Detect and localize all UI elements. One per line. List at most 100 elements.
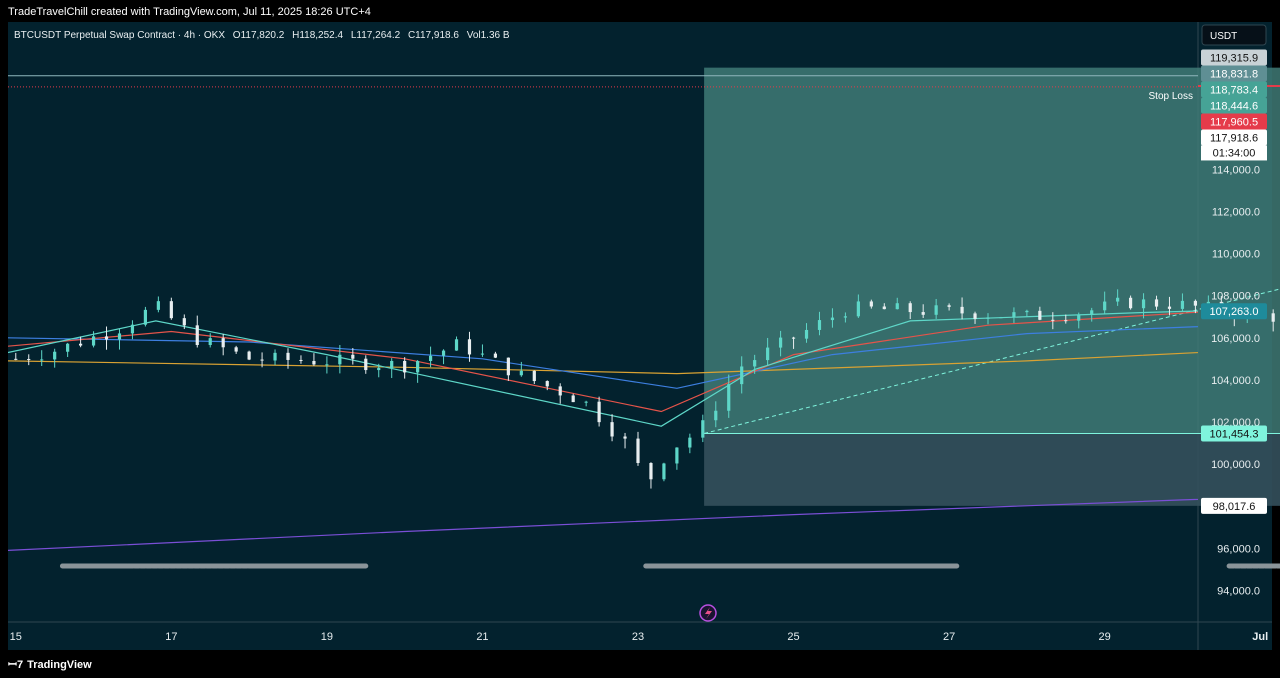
candle-body[interactable]: [766, 347, 770, 361]
currency-button[interactable]: [1201, 24, 1267, 46]
candle-body[interactable]: [493, 353, 498, 358]
candle-body[interactable]: [1090, 310, 1094, 316]
candle-body[interactable]: [921, 312, 925, 315]
candle-body[interactable]: [403, 360, 407, 373]
candle-body[interactable]: [454, 339, 459, 351]
candle-body[interactable]: [791, 337, 796, 339]
candle-body[interactable]: [649, 463, 653, 480]
candle-body[interactable]: [169, 301, 173, 319]
candle-body[interactable]: [986, 317, 990, 319]
candle-body[interactable]: [610, 422, 614, 437]
candle-body[interactable]: [1128, 297, 1133, 309]
candle-body[interactable]: [532, 370, 536, 382]
candle-body[interactable]: [1025, 310, 1029, 313]
price-tag[interactable]: [1201, 497, 1267, 514]
candle-body[interactable]: [843, 316, 848, 318]
candle-body[interactable]: [597, 401, 601, 423]
candle-body[interactable]: [53, 351, 57, 360]
candle-body[interactable]: [351, 354, 355, 359]
candle-body[interactable]: [1051, 319, 1055, 321]
candle-body[interactable]: [1167, 306, 1172, 309]
candle-body[interactable]: [1103, 301, 1107, 311]
candle-body[interactable]: [117, 333, 122, 340]
candle-body[interactable]: [14, 358, 18, 360]
candle-body[interactable]: [1077, 315, 1081, 321]
candle-body[interactable]: [441, 350, 446, 356]
candle-body[interactable]: [1116, 297, 1120, 302]
long-position-target-zone[interactable]: [704, 67, 1280, 434]
candle-body[interactable]: [364, 358, 368, 371]
price-tag[interactable]: [1201, 303, 1267, 320]
tradingview-logo[interactable]: ꟷ7 TradingView: [8, 657, 92, 672]
candle-body[interactable]: [66, 343, 70, 352]
candle-body[interactable]: [869, 301, 873, 307]
price-tag[interactable]: [1201, 129, 1267, 146]
price-tag[interactable]: [1201, 81, 1267, 98]
candle-body[interactable]: [506, 357, 510, 376]
price-tag[interactable]: [1201, 97, 1267, 114]
candle-body[interactable]: [104, 336, 109, 340]
candle-body[interactable]: [558, 386, 562, 396]
candle-body[interactable]: [156, 301, 160, 310]
candle-body[interactable]: [934, 305, 938, 315]
candle-body[interactable]: [908, 303, 912, 313]
candle-body[interactable]: [221, 338, 225, 348]
candle-body[interactable]: [40, 359, 44, 361]
candle-body[interactable]: [856, 301, 860, 317]
candle-body[interactable]: [1193, 300, 1198, 306]
candle-body[interactable]: [377, 367, 381, 371]
long-position-stop-zone[interactable]: [704, 433, 1280, 506]
candle-body[interactable]: [286, 352, 290, 360]
candle-body[interactable]: [636, 438, 640, 464]
candle-body[interactable]: [584, 401, 588, 403]
candle-body[interactable]: [727, 384, 731, 411]
candle-body[interactable]: [182, 318, 186, 326]
candle-body[interactable]: [1141, 299, 1146, 309]
candle-body[interactable]: [571, 395, 575, 403]
candle-body[interactable]: [817, 320, 822, 330]
candle-body[interactable]: [91, 336, 96, 346]
price-tag[interactable]: [1201, 113, 1267, 130]
candle-body[interactable]: [960, 306, 964, 314]
candle-body[interactable]: [338, 354, 342, 365]
candle-body[interactable]: [27, 358, 31, 360]
candle-body[interactable]: [325, 364, 329, 366]
candle-body[interactable]: [753, 360, 757, 367]
candle-body[interactable]: [260, 359, 264, 361]
candle-body[interactable]: [830, 317, 835, 321]
candle-body[interactable]: [1038, 310, 1042, 320]
candle-body[interactable]: [804, 329, 809, 339]
candle-body[interactable]: [312, 360, 316, 365]
price-tag[interactable]: [1201, 49, 1267, 66]
candle-body[interactable]: [195, 325, 199, 345]
candle-body[interactable]: [1271, 313, 1275, 322]
price-tag[interactable]: [1201, 65, 1267, 82]
candle-body[interactable]: [895, 303, 899, 310]
candle-body[interactable]: [701, 420, 705, 438]
candle-body[interactable]: [428, 355, 433, 362]
candle-body[interactable]: [130, 324, 135, 334]
candle-body[interactable]: [662, 463, 666, 480]
candle-body[interactable]: [208, 338, 212, 345]
candle-body[interactable]: [778, 337, 783, 348]
candle-body[interactable]: [299, 359, 303, 361]
candle-body[interactable]: [247, 351, 251, 360]
candle-body[interactable]: [390, 360, 394, 368]
candle-body[interactable]: [1180, 300, 1185, 309]
candle-body[interactable]: [273, 352, 277, 361]
candle-body[interactable]: [1012, 312, 1016, 318]
candle-body[interactable]: [416, 361, 420, 373]
candle-body[interactable]: [999, 317, 1003, 319]
candle-body[interactable]: [973, 313, 977, 319]
candle-body[interactable]: [143, 309, 148, 325]
candle-body[interactable]: [882, 306, 886, 310]
candle-body[interactable]: [675, 447, 679, 464]
candle-body[interactable]: [78, 343, 83, 346]
candle-body[interactable]: [623, 436, 627, 439]
candle-body[interactable]: [545, 381, 549, 387]
candle-body[interactable]: [519, 370, 523, 376]
candle-body[interactable]: [1064, 320, 1068, 322]
price-tag[interactable]: [1201, 425, 1267, 442]
candle-body[interactable]: [740, 366, 744, 385]
